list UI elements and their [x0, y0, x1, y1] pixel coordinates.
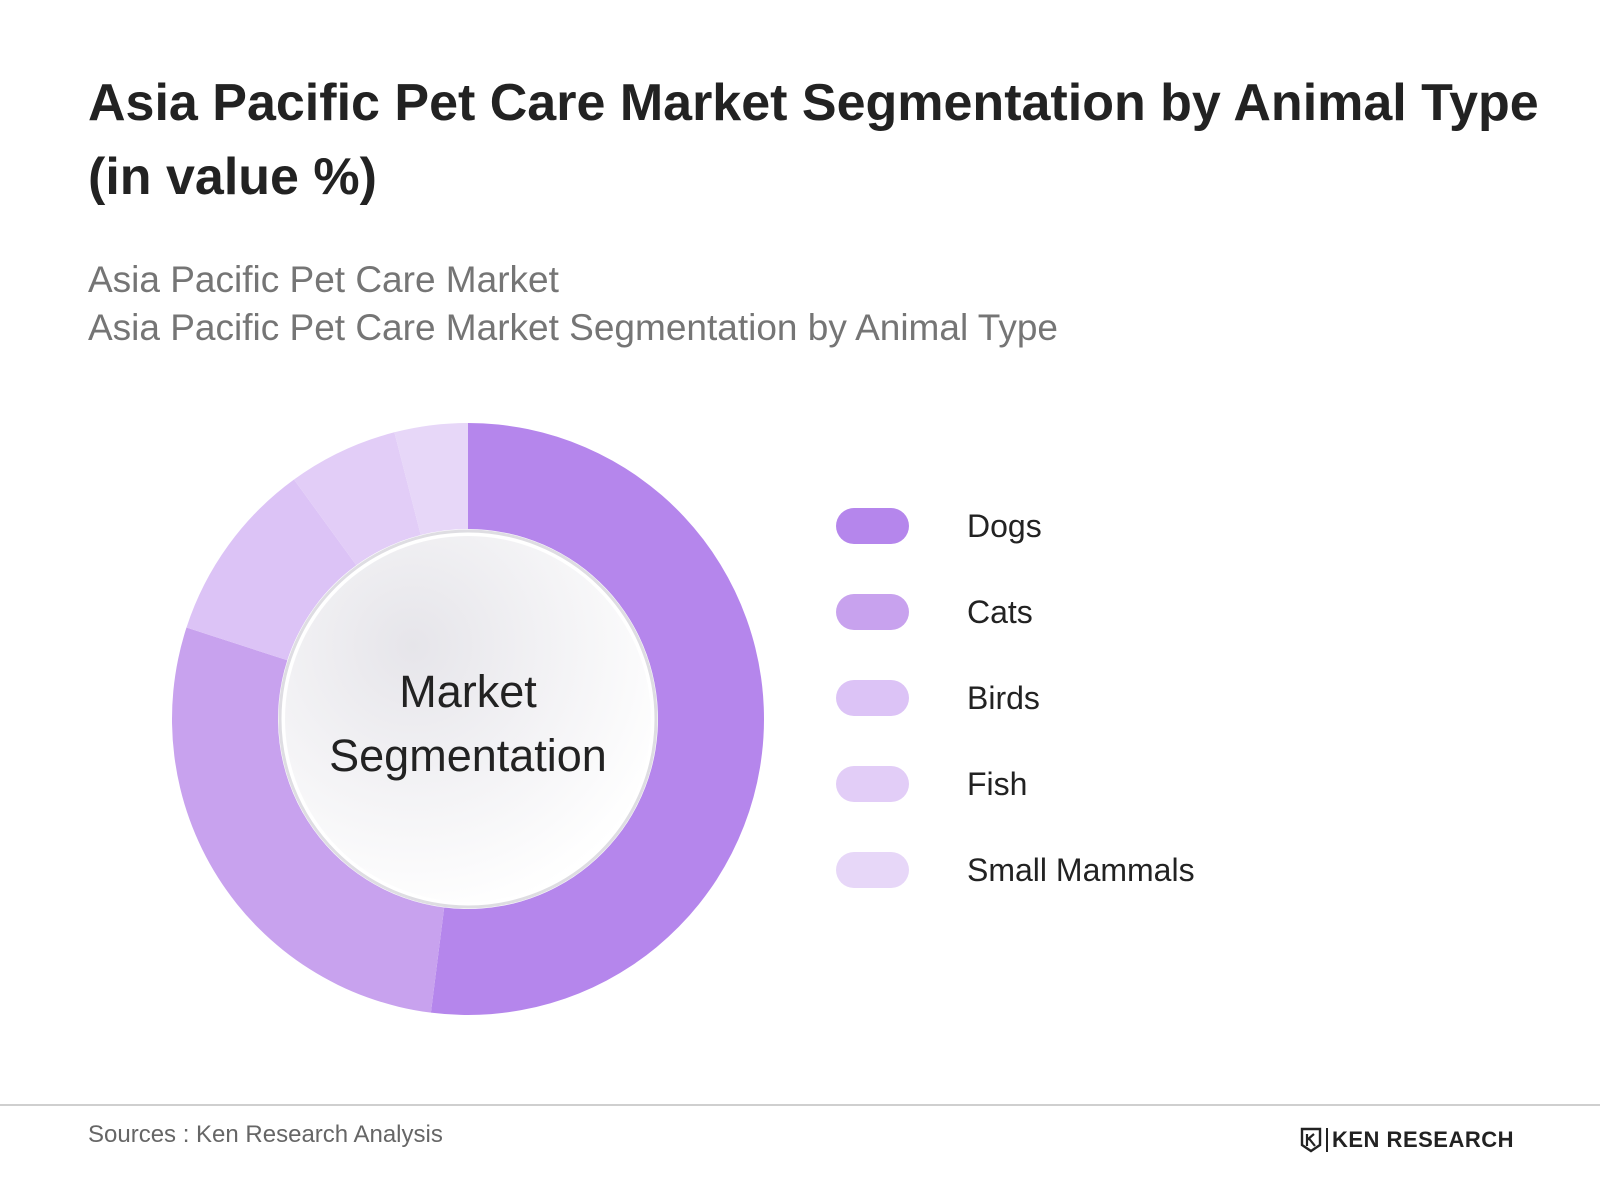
legend-label: Cats	[967, 593, 1033, 630]
legend-swatch	[836, 508, 909, 544]
donut-center-label-line-2: Segmentation	[329, 730, 607, 781]
brand-logo: KEN RESEARCH	[1300, 1125, 1514, 1155]
chart-subtitle-line-2: Asia Pacific Pet Care Market Segmentatio…	[88, 307, 1059, 348]
legend-swatch	[836, 594, 909, 630]
donut-slice-small-mammals	[394, 423, 468, 535]
donut-center-label: Market Segmentation	[318, 660, 618, 788]
legend-label: Dogs	[967, 507, 1042, 544]
donut-slice-cats	[172, 627, 445, 1013]
legend-item-small-mammals: Small Mammals	[836, 850, 1356, 890]
legend-label: Birds	[967, 679, 1040, 716]
footer-divider	[0, 1104, 1600, 1106]
donut-slice-birds	[186, 479, 357, 661]
legend-swatch	[836, 766, 909, 802]
legend-label: Small Mammals	[967, 851, 1195, 888]
legend-swatch	[836, 852, 909, 888]
legend-swatch	[836, 680, 909, 716]
legend-item-fish: Fish	[836, 764, 1356, 804]
donut-slice-dogs	[430, 423, 764, 1015]
legend-item-dogs: Dogs	[836, 506, 1356, 546]
chart-subtitle-line-1: Asia Pacific Pet Care Market	[88, 259, 559, 300]
legend-label: Fish	[967, 765, 1028, 802]
source-note: Sources : Ken Research Analysis	[88, 1121, 443, 1148]
chart-title: Asia Pacific Pet Care Market Segmentatio…	[88, 74, 1539, 206]
ken-research-logo-icon	[1300, 1127, 1322, 1153]
brand-name: KEN RESEARCH	[1332, 1127, 1515, 1152]
legend-item-cats: Cats	[836, 592, 1356, 632]
legend-item-birds: Birds	[836, 678, 1356, 718]
brand-separator	[1326, 1128, 1328, 1152]
donut-center-label-line-1: Market	[399, 666, 537, 717]
